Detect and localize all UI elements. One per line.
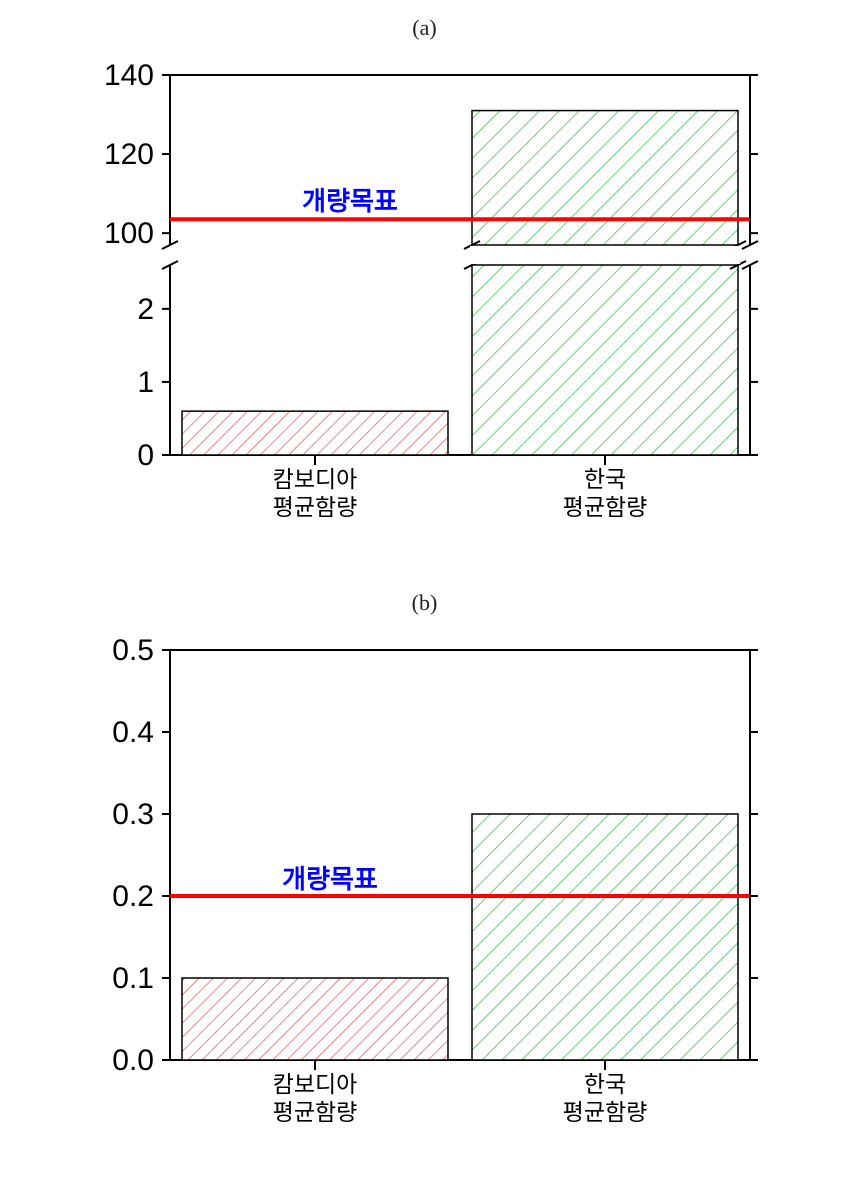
ytick-b-3: 0.3 [112,798,154,831]
ytick-b-2: 0.2 [112,880,154,913]
cat-b-0-sub: 평균함량 [273,1099,358,1125]
ytick-b-4: 0.4 [112,716,154,749]
bar-b-cambodia [182,978,448,1060]
bar-b-korea [472,814,738,1060]
cat-a-0-sub: 평균함량 [273,494,358,520]
ytick-b-0: 0.0 [112,1044,154,1077]
chart-b: 0.0 0.1 0.2 0.3 0.4 0.5 개량목표 캄보디아 평균함량 한… [80,630,780,1150]
cat-b-1: 한국 [584,1071,626,1097]
target-label-a: 개량목표 [302,186,398,216]
ytick-upper-140: 140 [104,59,154,92]
cat-a-0: 캄보디아 [273,466,358,492]
ytick-upper-100: 100 [104,217,154,250]
bar-cambodia [182,411,448,455]
panel-a-label: (a) [0,15,849,41]
cat-a-1-sub: 평균함량 [563,494,648,520]
ytick-lower-0: 0 [137,439,154,472]
panel-b-label: (b) [0,590,849,616]
ytick-lower-1: 1 [137,366,154,399]
ytick-b-5: 0.5 [112,634,154,667]
chart-a: 100 120 140 0 1 2 개량목표 캄보디아 평균함량 한국 평균함량… [80,55,780,535]
bar-korea-upper [472,111,738,245]
ytick-lower-2: 2 [137,293,154,326]
cat-b-0: 캄보디아 [273,1071,358,1097]
bar-korea-lower [472,265,738,455]
cat-b-1-sub: 평균함량 [563,1099,648,1125]
ytick-b-1: 0.1 [112,962,154,995]
ytick-upper-120: 120 [104,138,154,171]
target-label-b: 개량목표 [282,864,378,894]
cat-a-1: 한국 [584,466,626,492]
